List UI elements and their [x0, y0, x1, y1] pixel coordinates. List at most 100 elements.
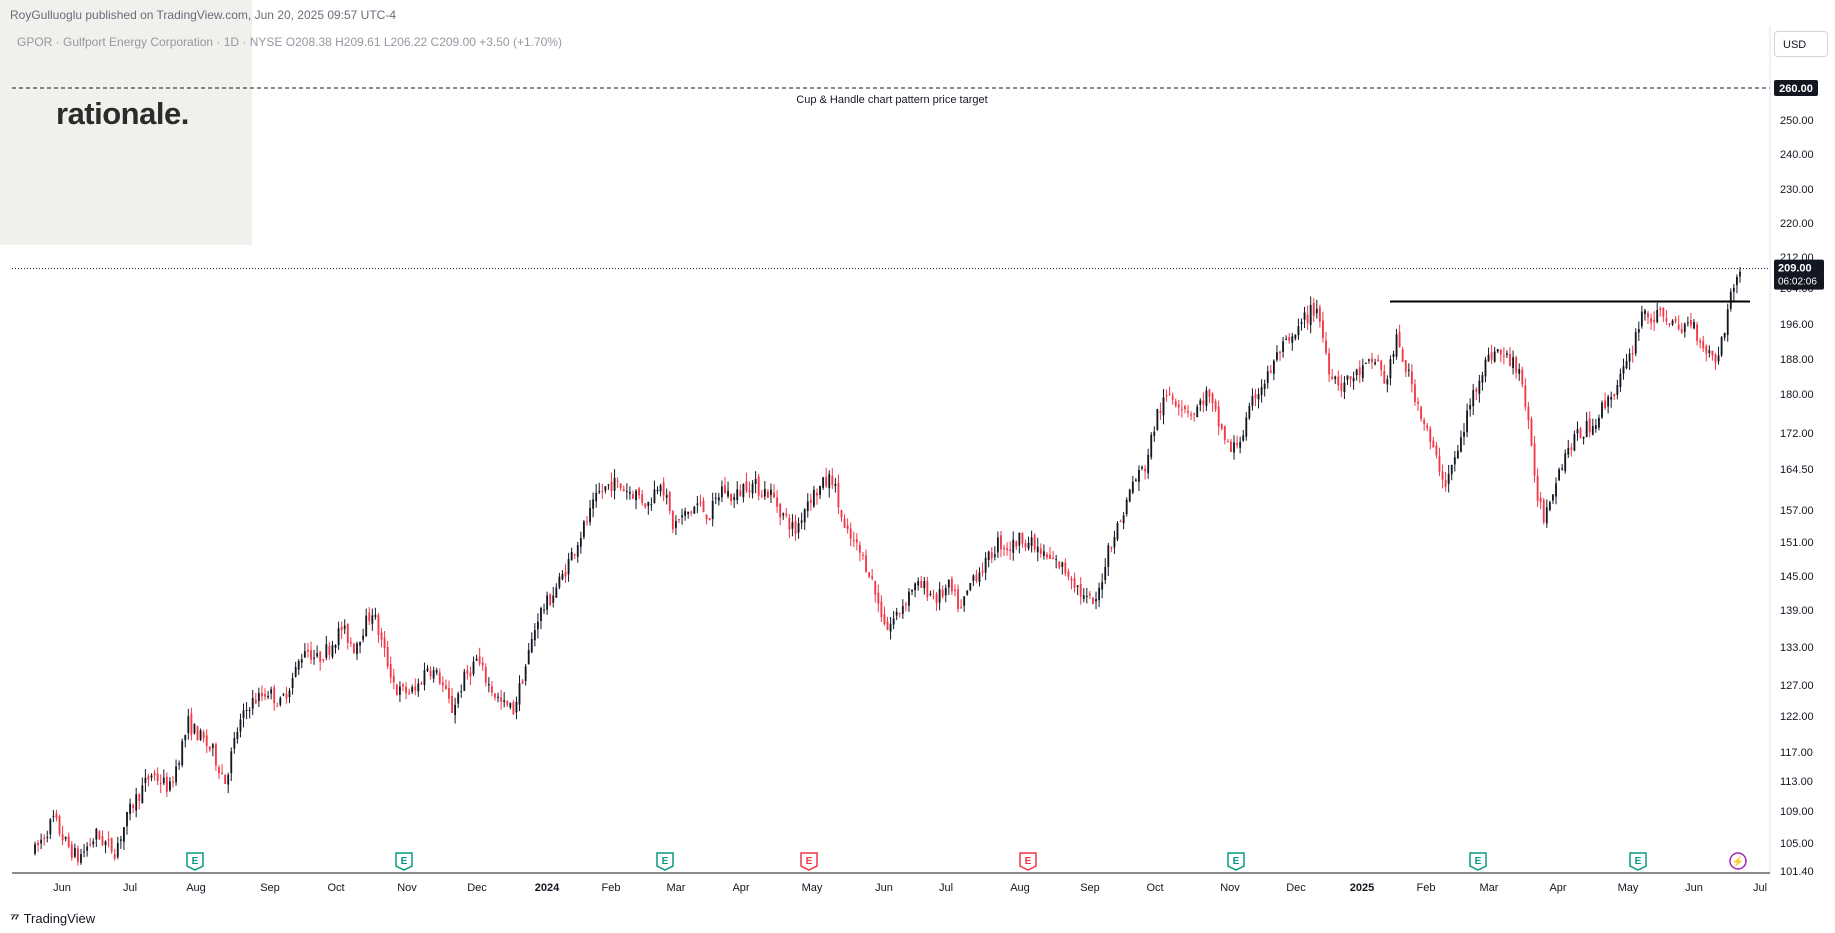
candle-body	[1398, 332, 1401, 348]
earnings-marker-icon[interactable]	[656, 852, 674, 871]
candle-body	[1410, 371, 1413, 385]
candle-body	[1322, 320, 1324, 338]
candle-body	[773, 492, 775, 498]
candle-body	[972, 575, 975, 581]
earnings-marker-icon[interactable]	[395, 852, 413, 871]
candle-body	[668, 492, 671, 511]
candle-body	[208, 746, 211, 750]
earnings-marker-icon[interactable]	[1227, 852, 1245, 871]
candle-body	[484, 667, 487, 683]
candle-body	[895, 611, 898, 616]
candle-body	[558, 576, 561, 588]
candle-body	[1187, 411, 1189, 413]
candle-body	[1340, 383, 1343, 391]
candle-body	[1003, 548, 1005, 550]
earnings-marker-icon[interactable]	[800, 852, 818, 871]
candle-body	[264, 694, 266, 697]
candle-body	[80, 854, 82, 863]
watermark-logo-box: rationale.	[0, 0, 252, 245]
candle-body	[1349, 376, 1352, 380]
candle-body	[656, 489, 659, 492]
symbol-ohlc-legend[interactable]: GPOR · Gulfport Energy Corporation · 1D …	[17, 35, 562, 49]
currency-button[interactable]: USD	[1774, 31, 1828, 57]
price-axis-tick-label: 188.00	[1780, 354, 1814, 366]
candle-body	[518, 683, 521, 705]
candle-body	[868, 572, 871, 577]
candle-body	[169, 781, 171, 791]
candle-body	[221, 772, 223, 775]
candle-body	[67, 836, 70, 847]
candle-body	[1533, 443, 1536, 476]
candle-body	[291, 677, 294, 689]
earnings-marker-label: E	[662, 856, 669, 867]
time-axis-tick-label: Oct	[1146, 882, 1163, 894]
candle-body	[150, 775, 153, 778]
time-axis-tick-label: Mar	[1480, 882, 1499, 894]
candle-body	[745, 481, 748, 491]
candle-body	[1714, 354, 1717, 363]
candle-body	[1481, 375, 1484, 383]
candle-body	[147, 776, 150, 780]
candle-body	[1622, 366, 1625, 374]
candle-body	[267, 695, 269, 698]
candle-body	[1404, 359, 1407, 372]
candle-body	[957, 589, 959, 609]
candle-body	[1285, 338, 1288, 340]
candle-body	[349, 642, 352, 644]
candle-body	[1217, 406, 1220, 427]
candle-body	[797, 523, 800, 533]
candle-body	[494, 693, 496, 698]
candle-body	[1640, 311, 1643, 327]
time-axis-tick-label: Sep	[1080, 882, 1100, 894]
candle-body	[300, 659, 303, 663]
candle-body	[414, 686, 417, 691]
candle-body	[607, 484, 610, 486]
candle-body	[1499, 349, 1502, 355]
candle-body	[89, 844, 92, 846]
candle-body	[340, 626, 343, 631]
candle-body	[822, 477, 825, 488]
candle-body	[865, 555, 867, 573]
price-axis-tick-label: 220.00	[1780, 218, 1814, 230]
candle-body	[162, 777, 165, 784]
candle-body	[153, 773, 156, 776]
candle-body	[1306, 314, 1309, 324]
candle-body	[582, 521, 585, 537]
candle-body	[1460, 437, 1462, 452]
candle-body	[1282, 341, 1285, 353]
candle-body	[763, 488, 766, 497]
candle-body	[509, 703, 512, 708]
earnings-marker-icon[interactable]	[1469, 852, 1487, 871]
candle-body	[579, 537, 582, 547]
candle-body	[969, 583, 972, 591]
candle-body	[215, 744, 217, 766]
earnings-marker-icon[interactable]	[1629, 852, 1647, 871]
candle-body	[696, 503, 699, 506]
candle-body	[1450, 464, 1453, 475]
candle-body	[1061, 562, 1064, 567]
candle-body	[978, 572, 981, 582]
candle-body	[1441, 471, 1444, 480]
candle-body	[681, 515, 683, 518]
candle-body	[1570, 447, 1573, 450]
candle-body	[187, 716, 190, 734]
tradingview-footer[interactable]: ⁷⁷ TradingView	[10, 910, 95, 926]
candle-body	[135, 794, 138, 811]
candle-body	[1082, 595, 1085, 599]
candle-body	[625, 490, 628, 492]
earnings-marker-icon[interactable]	[186, 852, 204, 871]
earnings-marker-icon[interactable]	[1019, 852, 1037, 871]
candle-body	[429, 670, 432, 677]
candle-body	[908, 591, 910, 606]
candle-body	[1463, 432, 1465, 437]
candle-body	[1527, 406, 1530, 421]
price-axis-tick-label: 105.00	[1780, 838, 1814, 850]
candle-body	[1377, 359, 1380, 361]
candle-body	[693, 506, 696, 514]
candle-body	[1104, 566, 1107, 581]
event-marker-icon[interactable]	[1729, 852, 1747, 870]
candle-body	[1364, 362, 1367, 364]
time-axis-tick-label: Dec	[467, 882, 487, 894]
candle-body	[1653, 319, 1656, 322]
